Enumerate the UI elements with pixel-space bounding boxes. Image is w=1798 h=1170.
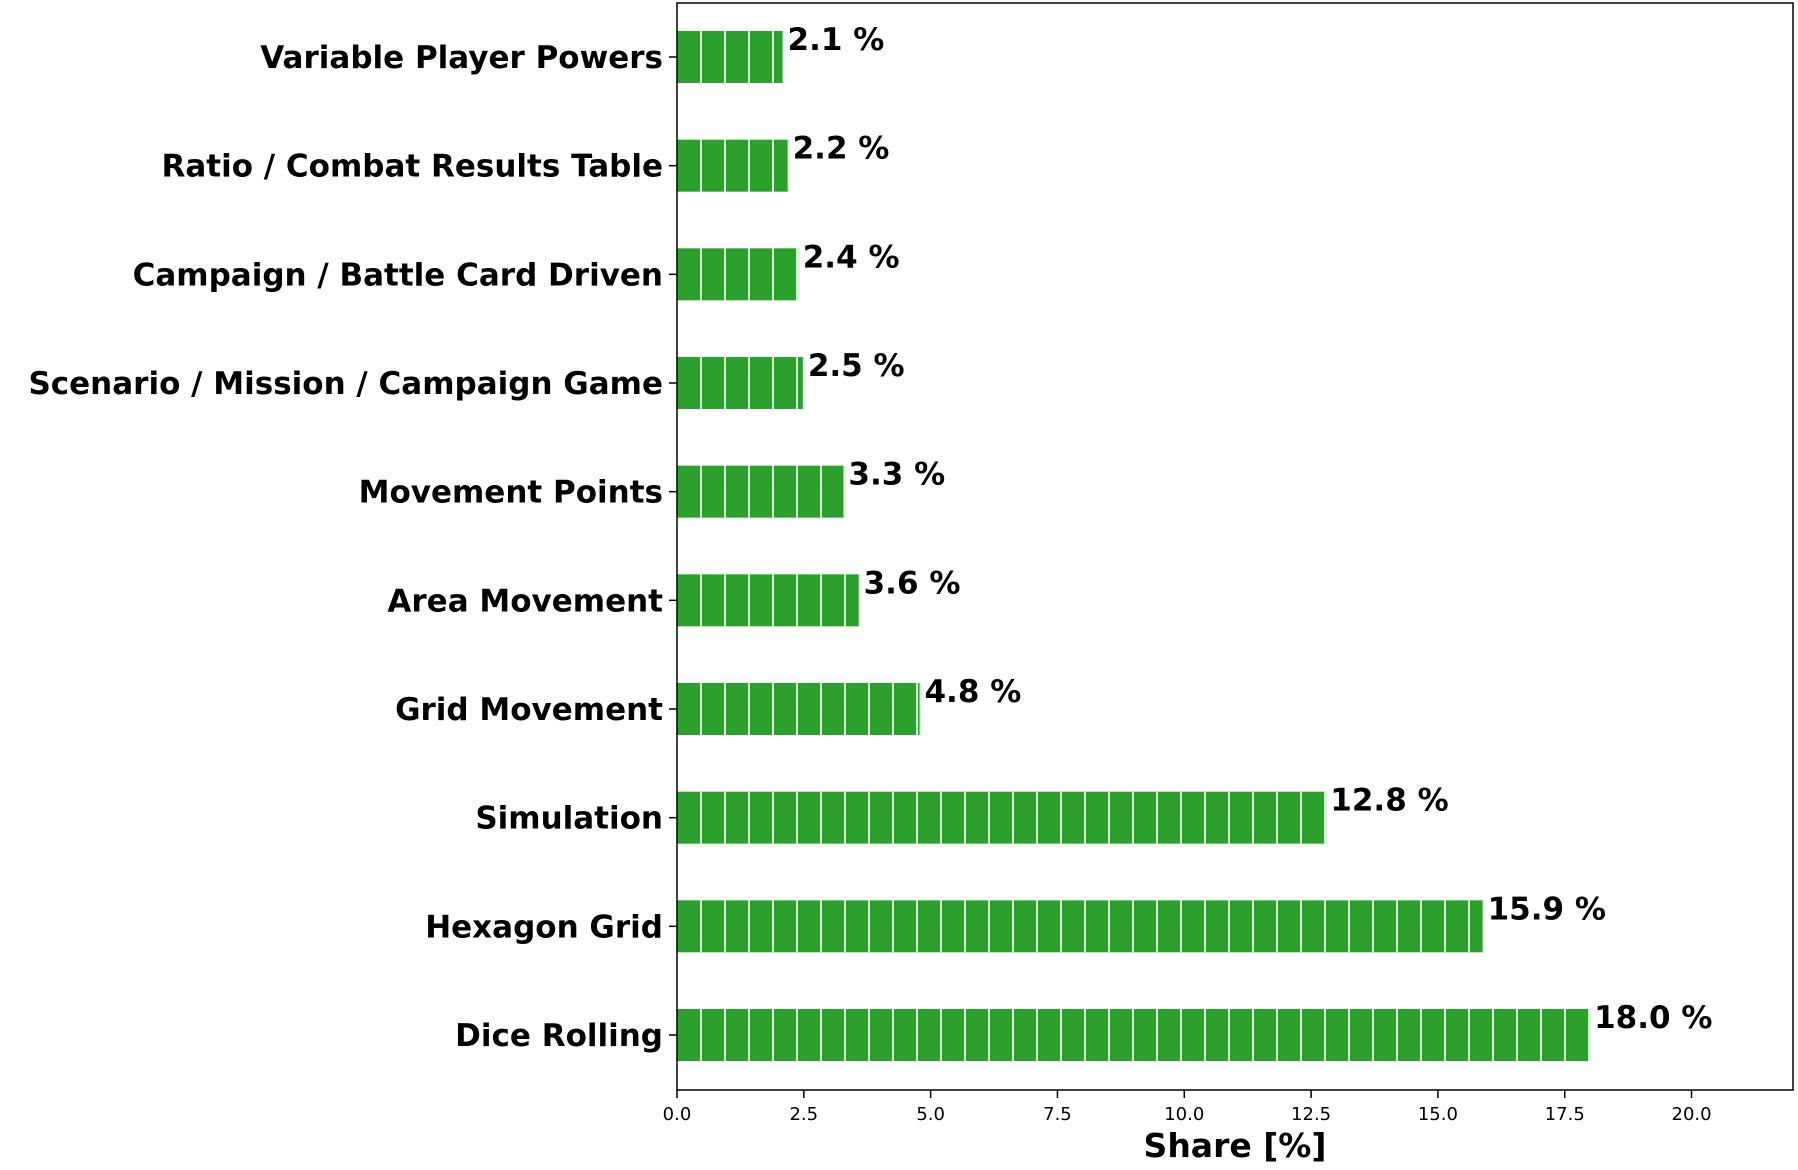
bar bbox=[677, 357, 805, 409]
data-label: 2.5 % bbox=[808, 348, 905, 384]
data-label: 2.2 % bbox=[793, 131, 890, 167]
bar bbox=[677, 248, 800, 301]
bar bbox=[677, 1009, 1592, 1061]
x-tick-label: 7.5 bbox=[1043, 1104, 1072, 1125]
bar-rect bbox=[677, 248, 799, 301]
y-tick-label: Movement Points bbox=[359, 475, 663, 511]
data-label: 4.8 % bbox=[924, 674, 1021, 710]
bar bbox=[677, 465, 846, 518]
x-tick-label: 20.0 bbox=[1672, 1104, 1712, 1125]
bar-rect bbox=[677, 139, 789, 192]
x-axis-title: Share [%] bbox=[1144, 1126, 1327, 1165]
y-tick-label: Scenario / Mission / Campaign Game bbox=[28, 366, 663, 402]
data-label: 2.1 % bbox=[788, 22, 885, 58]
data-label: 3.3 % bbox=[848, 457, 945, 493]
bar bbox=[677, 791, 1328, 844]
x-tick-label: 17.5 bbox=[1545, 1104, 1585, 1125]
bar bbox=[677, 683, 922, 735]
bar bbox=[677, 31, 785, 83]
data-label: 3.6 % bbox=[864, 565, 961, 601]
ticks-layer bbox=[669, 56, 1693, 1098]
y-tick-label: Variable Player Powers bbox=[260, 40, 663, 76]
data-label: 18.0 % bbox=[1594, 1000, 1712, 1036]
bar-rect bbox=[677, 465, 845, 518]
bar-rect bbox=[677, 31, 784, 83]
labels-layer: Dice Rolling 18.0 % Hexagon Grid 15.9 % Simu… bbox=[28, 22, 1712, 1125]
x-tick-label: 5.0 bbox=[916, 1104, 945, 1125]
bar-rect bbox=[677, 683, 921, 735]
y-tick-label: Ratio / Combat Results Table bbox=[161, 149, 663, 185]
x-tick-label: 0.0 bbox=[663, 1104, 692, 1125]
bar bbox=[677, 574, 861, 627]
data-label: 12.8 % bbox=[1330, 783, 1448, 819]
x-tick-label: 12.5 bbox=[1291, 1104, 1331, 1125]
x-tick-label: 2.5 bbox=[789, 1104, 818, 1125]
bar-rect bbox=[677, 791, 1327, 844]
x-tick-label: 15.0 bbox=[1418, 1104, 1458, 1125]
bars-layer bbox=[677, 31, 1592, 1061]
bar bbox=[677, 139, 790, 192]
y-tick-label: Hexagon Grid bbox=[425, 909, 663, 945]
x-tick-label: 10.0 bbox=[1164, 1104, 1204, 1125]
y-tick-label: Campaign / Battle Card Driven bbox=[133, 257, 663, 293]
plot-frame bbox=[676, 2, 1794, 1091]
data-label: 15.9 % bbox=[1488, 891, 1606, 927]
bar-rect bbox=[677, 357, 804, 409]
data-label: 2.4 % bbox=[803, 239, 900, 275]
bar bbox=[677, 900, 1485, 953]
y-tick-label: Area Movement bbox=[387, 583, 663, 619]
bar-rect bbox=[677, 574, 860, 627]
y-tick-label: Simulation bbox=[475, 801, 663, 837]
y-tick-label: Grid Movement bbox=[395, 692, 663, 728]
y-tick-label: Dice Rolling bbox=[455, 1018, 663, 1054]
